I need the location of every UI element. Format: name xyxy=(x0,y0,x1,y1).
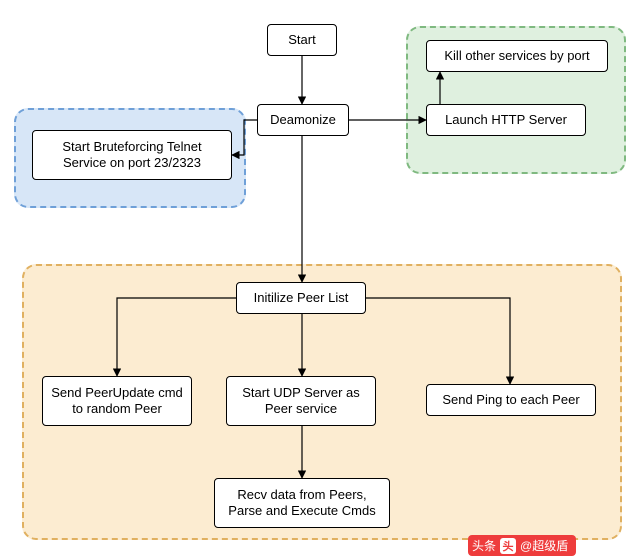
watermark-prefix: 头条 xyxy=(472,537,496,554)
diagram-canvas: Start Deamonize Kill other services by p… xyxy=(0,0,640,556)
label: Initilize Peer List xyxy=(254,290,349,306)
node-deamonize: Deamonize xyxy=(257,104,349,136)
label: Recv data from Peers, Parse and Execute … xyxy=(221,487,383,520)
watermark-author: @超级盾 xyxy=(520,537,568,554)
label: Start Bruteforcing Telnet Service on por… xyxy=(39,139,225,172)
node-start: Start xyxy=(267,24,337,56)
node-bruteforce-telnet: Start Bruteforcing Telnet Service on por… xyxy=(32,130,232,180)
watermark: 头条 头 @超级盾 xyxy=(468,535,576,556)
label: Deamonize xyxy=(270,112,336,128)
node-send-peerupdate: Send PeerUpdate cmd to random Peer xyxy=(42,376,192,426)
node-send-ping: Send Ping to each Peer xyxy=(426,384,596,416)
node-kill-services: Kill other services by port xyxy=(426,40,608,72)
label: Start xyxy=(288,32,315,48)
label: Send Ping to each Peer xyxy=(442,392,579,408)
watermark-logo-icon: 头 xyxy=(500,538,516,554)
label: Start UDP Server as Peer service xyxy=(233,385,369,418)
node-launch-http: Launch HTTP Server xyxy=(426,104,586,136)
node-init-peer-list: Initilize Peer List xyxy=(236,282,366,314)
label: Send PeerUpdate cmd to random Peer xyxy=(49,385,185,418)
label: Launch HTTP Server xyxy=(445,112,567,128)
node-recv-data: Recv data from Peers, Parse and Execute … xyxy=(214,478,390,528)
label: Kill other services by port xyxy=(444,48,589,64)
node-start-udp-server: Start UDP Server as Peer service xyxy=(226,376,376,426)
